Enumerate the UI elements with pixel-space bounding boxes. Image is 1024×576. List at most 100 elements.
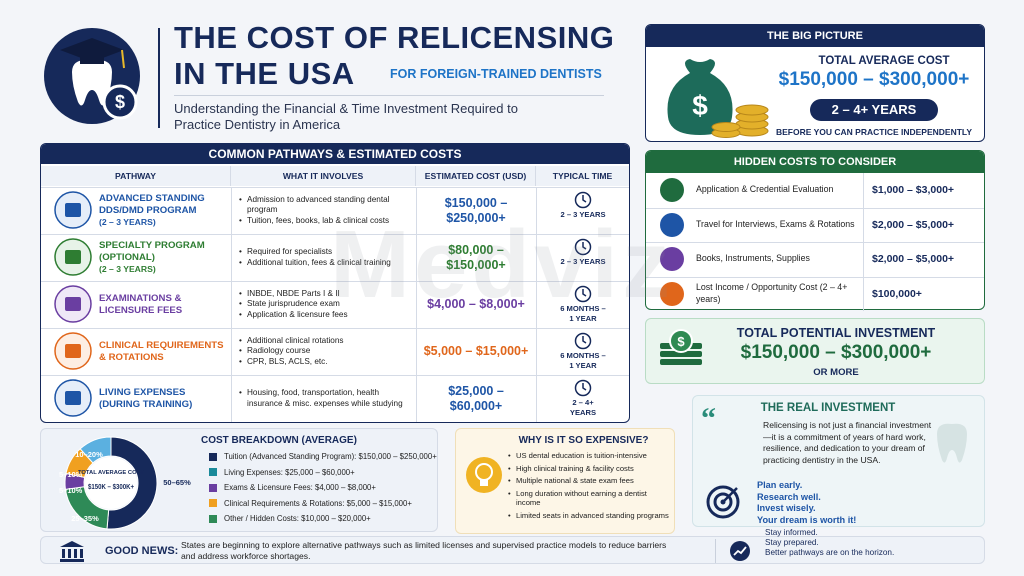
involves-item: Radiology course: [239, 346, 411, 357]
slice-label: 50–65%: [163, 478, 191, 487]
row-divider: [646, 207, 984, 209]
title: THE COST OF RELICENSING: [174, 20, 615, 55]
table-heading: COMMON PATHWAYS & ESTIMATED COSTS: [41, 144, 629, 164]
slice-label: 5–10%: [59, 486, 83, 495]
hidden-cost-label: Travel for Interviews, Exams & Rotations: [696, 218, 855, 229]
icon-glyph: [65, 250, 81, 264]
card-heading: HIDDEN COSTS TO CONSIDER: [646, 151, 984, 173]
subtitle: Understanding the Financial & Time Inves…: [174, 101, 518, 132]
hidden-cost-value: $1,000 – $3,000+: [872, 184, 955, 196]
total-card: $ TOTAL POTENTIAL INVESTMENT $150,000 – …: [645, 318, 985, 384]
column-divider: [536, 281, 537, 328]
card-heading: THE BIG PICTURE: [646, 25, 984, 47]
quote-mark: “: [701, 402, 716, 435]
money-bag-icon: $: [667, 59, 769, 138]
pathway-icon: [54, 379, 92, 417]
legend-swatch: [209, 468, 217, 477]
legend-swatch: [209, 514, 217, 523]
column-divider: [863, 173, 864, 208]
cost: $80,000 – $150,000+: [446, 242, 506, 272]
pathway-name: CLINICAL REQUIREMENTS & ROTATIONS: [99, 339, 224, 363]
hidden-cost-label: Books, Instruments, Supplies: [696, 253, 810, 264]
card-heading: COST BREAKDOWN (AVERAGE): [201, 435, 357, 446]
why-card: WHY IS IT SO EXPENSIVE? US dental educat…: [455, 428, 675, 534]
advice-item: Plan early.: [757, 480, 803, 490]
row-divider: [646, 276, 984, 278]
column-header: WHAT IT INVOLVES: [231, 166, 416, 186]
column-divider: [416, 328, 417, 375]
svg-text:$: $: [115, 92, 125, 112]
involves-item: CPR, BLS, ACLS, etc.: [239, 357, 411, 368]
pathway-icon: [54, 238, 92, 276]
pathway-cell: SPECIALTY PROGRAM (OPTIONAL) (2 – 3 YEARS…: [99, 234, 227, 281]
svg-text:$: $: [692, 90, 708, 121]
clock-hands: [582, 383, 587, 391]
involves-item: Housing, food, transportation, health in…: [239, 388, 411, 409]
clock-hands: [582, 242, 587, 250]
involves-item: Additional clinical rotations: [239, 336, 411, 347]
pathway-cell: ADVANCED STANDING DDS/DMD PROGRAM (2 – 3 …: [99, 187, 227, 234]
column-divider: [416, 234, 417, 281]
pathway-duration: (2 – 3 YEARS): [99, 217, 156, 227]
legend-swatch: [209, 499, 217, 508]
legend-item: Exams & Licensure Fees: $4,000 – $8,000+: [209, 480, 434, 496]
good-news-text: States are beginning to explore alternat…: [181, 540, 667, 561]
legend-item: Living Expenses: $25,000 – $60,000+: [209, 465, 434, 481]
cost: $150,000 – $250,000+: [444, 195, 508, 225]
clock-icon: [574, 238, 592, 256]
time: 6 MONTHS – 1 YEAR: [560, 351, 606, 370]
cash-icon: $: [660, 329, 702, 365]
why-item: High clinical training & facility costs: [508, 464, 673, 474]
why-item: Long duration without earning a dentist …: [508, 489, 673, 508]
slice-label: 5–10%: [59, 470, 83, 479]
growth-icon: [730, 541, 750, 561]
years-pill: 2 – 4+ YEARS: [810, 99, 938, 121]
hidden-cost-value: $100,000+: [872, 287, 922, 300]
column-divider: [416, 187, 417, 234]
legend-item: Tuition (Advanced Standing Program): $15…: [209, 449, 437, 465]
why-item: Multiple national & state exam fees: [508, 476, 673, 486]
legend-item: Clinical Requirements & Rotations: $5,00…: [209, 496, 434, 512]
time: 2 – 3 YEARS: [560, 210, 606, 219]
why-list: US dental education is tuition-intensive…: [508, 451, 673, 524]
column-divider: [416, 375, 417, 422]
column-divider: [231, 234, 232, 281]
row-divider: [646, 242, 984, 243]
footer-line: Better pathways are on the horizon.: [765, 548, 895, 557]
rule: [174, 95, 604, 96]
pathway-icon: [54, 285, 92, 323]
row-divider: [41, 328, 629, 329]
column-divider: [231, 375, 232, 422]
footer-line: Stay prepared.: [765, 538, 819, 547]
center-label: TOTAL AVERAGE COST: [78, 470, 144, 476]
legend-text: Exams & Licensure Fees: $4,000 – $8,000+: [224, 483, 376, 493]
card-heading: THE REAL INVESTMENT: [760, 402, 896, 414]
clock-hands: [582, 289, 587, 297]
hidden-costs-card: HIDDEN COSTS TO CONSIDER Application & C…: [645, 150, 985, 311]
clock-icon: [574, 191, 592, 209]
breakdown-card: COST BREAKDOWN (AVERAGE) 50–65% 25–35% 5–1…: [40, 428, 438, 532]
column-divider: [231, 187, 232, 234]
svg-text:$: $: [677, 334, 685, 349]
logo: $: [44, 28, 140, 124]
note: BEFORE YOU CAN PRACTICE INDEPENDENTLY: [776, 127, 972, 137]
hidden-cost-label: Application & Credential Evaluation: [696, 184, 834, 195]
time: 2 – 4+ YEARS: [569, 398, 597, 417]
row-divider: [41, 375, 629, 376]
why-item: Limited seats in advanced standing progr…: [508, 511, 673, 521]
divider: [158, 28, 160, 128]
pathway-name: EXAMINATIONS & LICENSURE FEES: [99, 292, 183, 316]
legend-swatch: [209, 483, 217, 492]
pathway-cell: CLINICAL REQUIREMENTS & ROTATIONS: [99, 328, 227, 375]
column-divider: [416, 281, 417, 328]
legend-text: Clinical Requirements & Rotations: $5,00…: [224, 498, 412, 508]
pathway-name: LIVING EXPENSES (DURING TRAINING): [99, 386, 193, 410]
advice-list: Plan early. Research well. Invest wisely. Y…: [757, 480, 957, 526]
tagline: FOR FOREIGN-TRAINED DENTISTS: [390, 67, 602, 81]
advice-item: Your dream is worth it!: [757, 514, 857, 525]
involves-item: Tuition, fees, books, lab & clinical cos…: [239, 216, 411, 227]
involves-item: Additional tuition, fees & clinical trai…: [239, 258, 411, 269]
involves-item: INBDE, NBDE Parts I & II: [239, 289, 411, 300]
cost: $5,000 – $15,000+: [423, 344, 529, 358]
column-header: ESTIMATED COST (USD): [416, 166, 536, 186]
